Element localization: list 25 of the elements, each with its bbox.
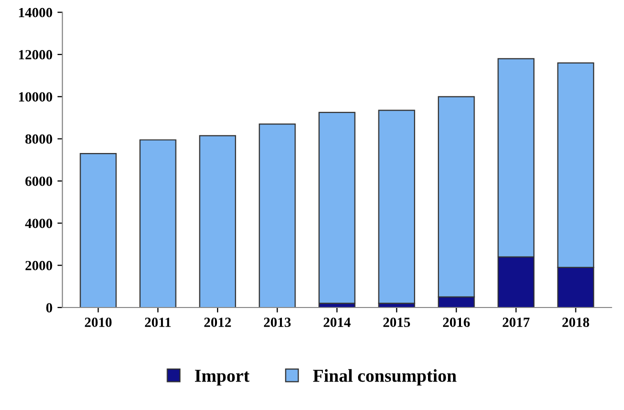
- x-tick-label: 2010: [84, 318, 112, 327]
- y-tick-label: 2000: [25, 260, 52, 270]
- y-tick-label: 12000: [19, 50, 52, 60]
- y-tick-label: 0: [46, 303, 52, 312]
- x-tick-label: 2017: [502, 318, 530, 327]
- y-tick-label: 14000: [19, 8, 52, 18]
- bar: [199, 135, 236, 308]
- y-tick-label: 8000: [25, 134, 52, 144]
- y-tick-label: 4000: [25, 218, 52, 228]
- bar: [318, 112, 356, 304]
- legend-label: Import: [194, 370, 250, 386]
- bar: [258, 124, 296, 308]
- y-tick-label: 6000: [25, 176, 52, 186]
- bar: [378, 110, 416, 304]
- bar: [80, 153, 117, 308]
- bar: [139, 139, 176, 308]
- legend-label: Final consumption: [313, 369, 456, 386]
- x-tick-label: 2015: [383, 318, 410, 327]
- x-tick-label: 2018: [562, 318, 590, 327]
- x-tick-label: 2016: [443, 318, 470, 327]
- x-tick-label: 2013: [264, 318, 291, 327]
- x-tick-label: 2011: [144, 318, 171, 327]
- y-tick-label: 10000: [19, 92, 52, 102]
- x-tick-label: 2014: [324, 318, 351, 327]
- x-tick-label: 2012: [204, 318, 231, 327]
